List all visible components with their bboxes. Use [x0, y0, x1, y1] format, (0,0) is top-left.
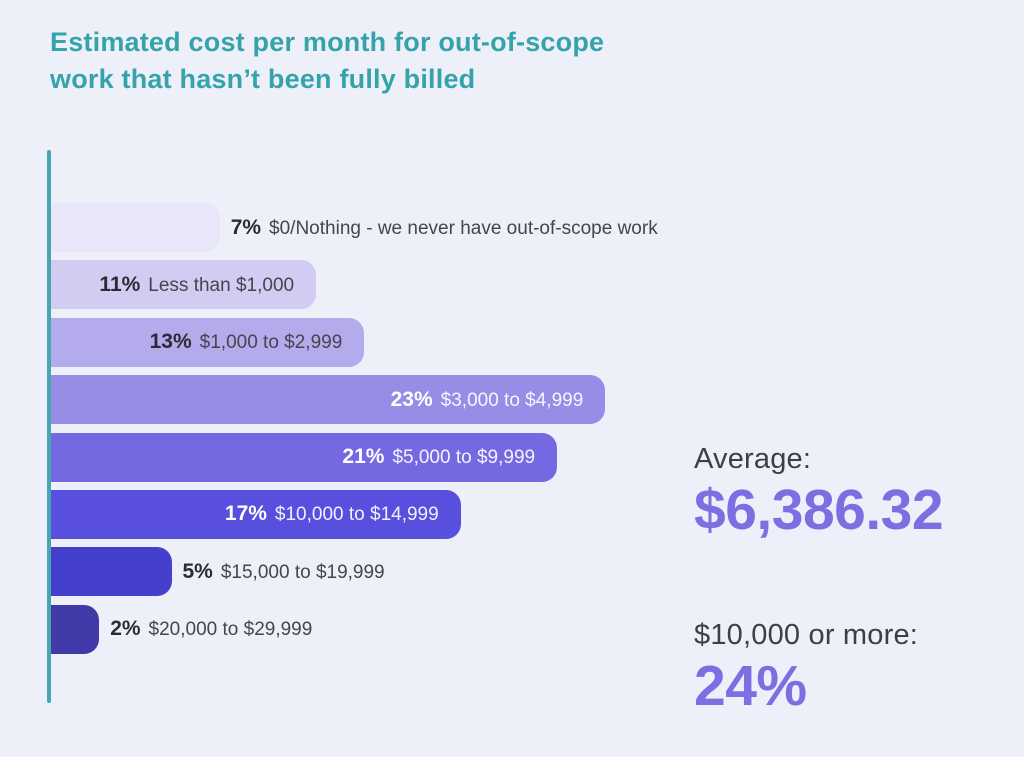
bar-label: 5% $15,000 to $19,999	[183, 560, 385, 584]
bar-category-label: $1,000 to $2,999	[199, 332, 343, 354]
stat-average: Average: $6,386.32	[694, 442, 944, 542]
stat-10k-or-more-value: 24%	[694, 654, 807, 718]
stat-10k-or-more: $10,000 or more: 24%	[694, 618, 918, 715]
bar-row: 2% $20,000 to $29,999	[51, 604, 711, 654]
bar-category-label: $20,000 to $29,999	[148, 619, 313, 641]
bar-row: 7% $0/Nothing - we never have out-of-scop…	[51, 203, 711, 252]
bar-label: 11% Less than $1,000	[99, 273, 294, 297]
stat-average-value: $6,386.32	[694, 478, 944, 542]
bar-label: 7% $0/Nothing - we never have out-of-scop…	[231, 216, 658, 240]
bar: 17% $10,000 to $14,999	[51, 489, 461, 539]
bar-percentage: 11%	[99, 272, 141, 296]
bar-row: 23% $3,000 to $4,999	[51, 375, 711, 425]
chart-axis-line	[47, 150, 51, 703]
bar-row: 11% Less than $1,000	[51, 260, 711, 310]
bar-row: 17% $10,000 to $14,999	[51, 489, 711, 539]
stat-10k-or-more-label: $10,000 or more:	[694, 619, 919, 651]
bar-percentage: 21%	[342, 445, 385, 469]
bar-category-label: $3,000 to $4,999	[440, 389, 584, 411]
bar-category-label: $0/Nothing - we never have out-of-scope …	[269, 217, 658, 239]
bar-label: 13% $1,000 to $2,999	[150, 330, 343, 354]
bar	[51, 604, 100, 654]
bar-percentage: 7%	[230, 215, 262, 239]
bar-row: 5% $15,000 to $19,999	[51, 547, 711, 597]
bar: 23% $3,000 to $4,999	[51, 375, 606, 425]
bar-percentage: 17%	[224, 502, 267, 526]
chart-title: Estimated cost per month for out-of-scop…	[50, 24, 604, 98]
bar-category-label: Less than $1,000	[148, 274, 295, 296]
bar-label: 21% $5,000 to $9,999	[342, 445, 535, 469]
bar-label: 17% $10,000 to $14,999	[225, 502, 439, 526]
bar-category-label: $5,000 to $9,999	[392, 447, 536, 469]
bar: 11% Less than $1,000	[51, 260, 317, 310]
bar-percentage: 23%	[390, 387, 433, 411]
bar	[51, 203, 220, 252]
bar-category-label: $10,000 to $14,999	[274, 504, 439, 526]
bar-row: 13% $1,000 to $2,999	[51, 317, 711, 367]
chart-title-line-1: Estimated cost per month for out-of-scop…	[50, 27, 605, 57]
bar-percentage: 13%	[149, 330, 192, 354]
bar-category-label: $15,000 to $19,999	[220, 561, 385, 583]
bar-row: 21% $5,000 to $9,999	[51, 432, 711, 482]
bar-rows: 7% $0/Nothing - we never have out-of-scop…	[51, 203, 711, 662]
bar-label: 23% $3,000 to $4,999	[391, 388, 584, 412]
bar-label: 2% $20,000 to $29,999	[110, 617, 312, 641]
chart-title-line-2: work that hasn’t been fully billed	[50, 64, 476, 94]
bar	[51, 547, 172, 597]
bar-percentage: 2%	[110, 617, 141, 641]
bar-percentage: 5%	[182, 559, 213, 583]
stat-average-label: Average:	[694, 443, 812, 475]
bar: 21% $5,000 to $9,999	[51, 432, 558, 482]
bar: 13% $1,000 to $2,999	[51, 317, 365, 367]
